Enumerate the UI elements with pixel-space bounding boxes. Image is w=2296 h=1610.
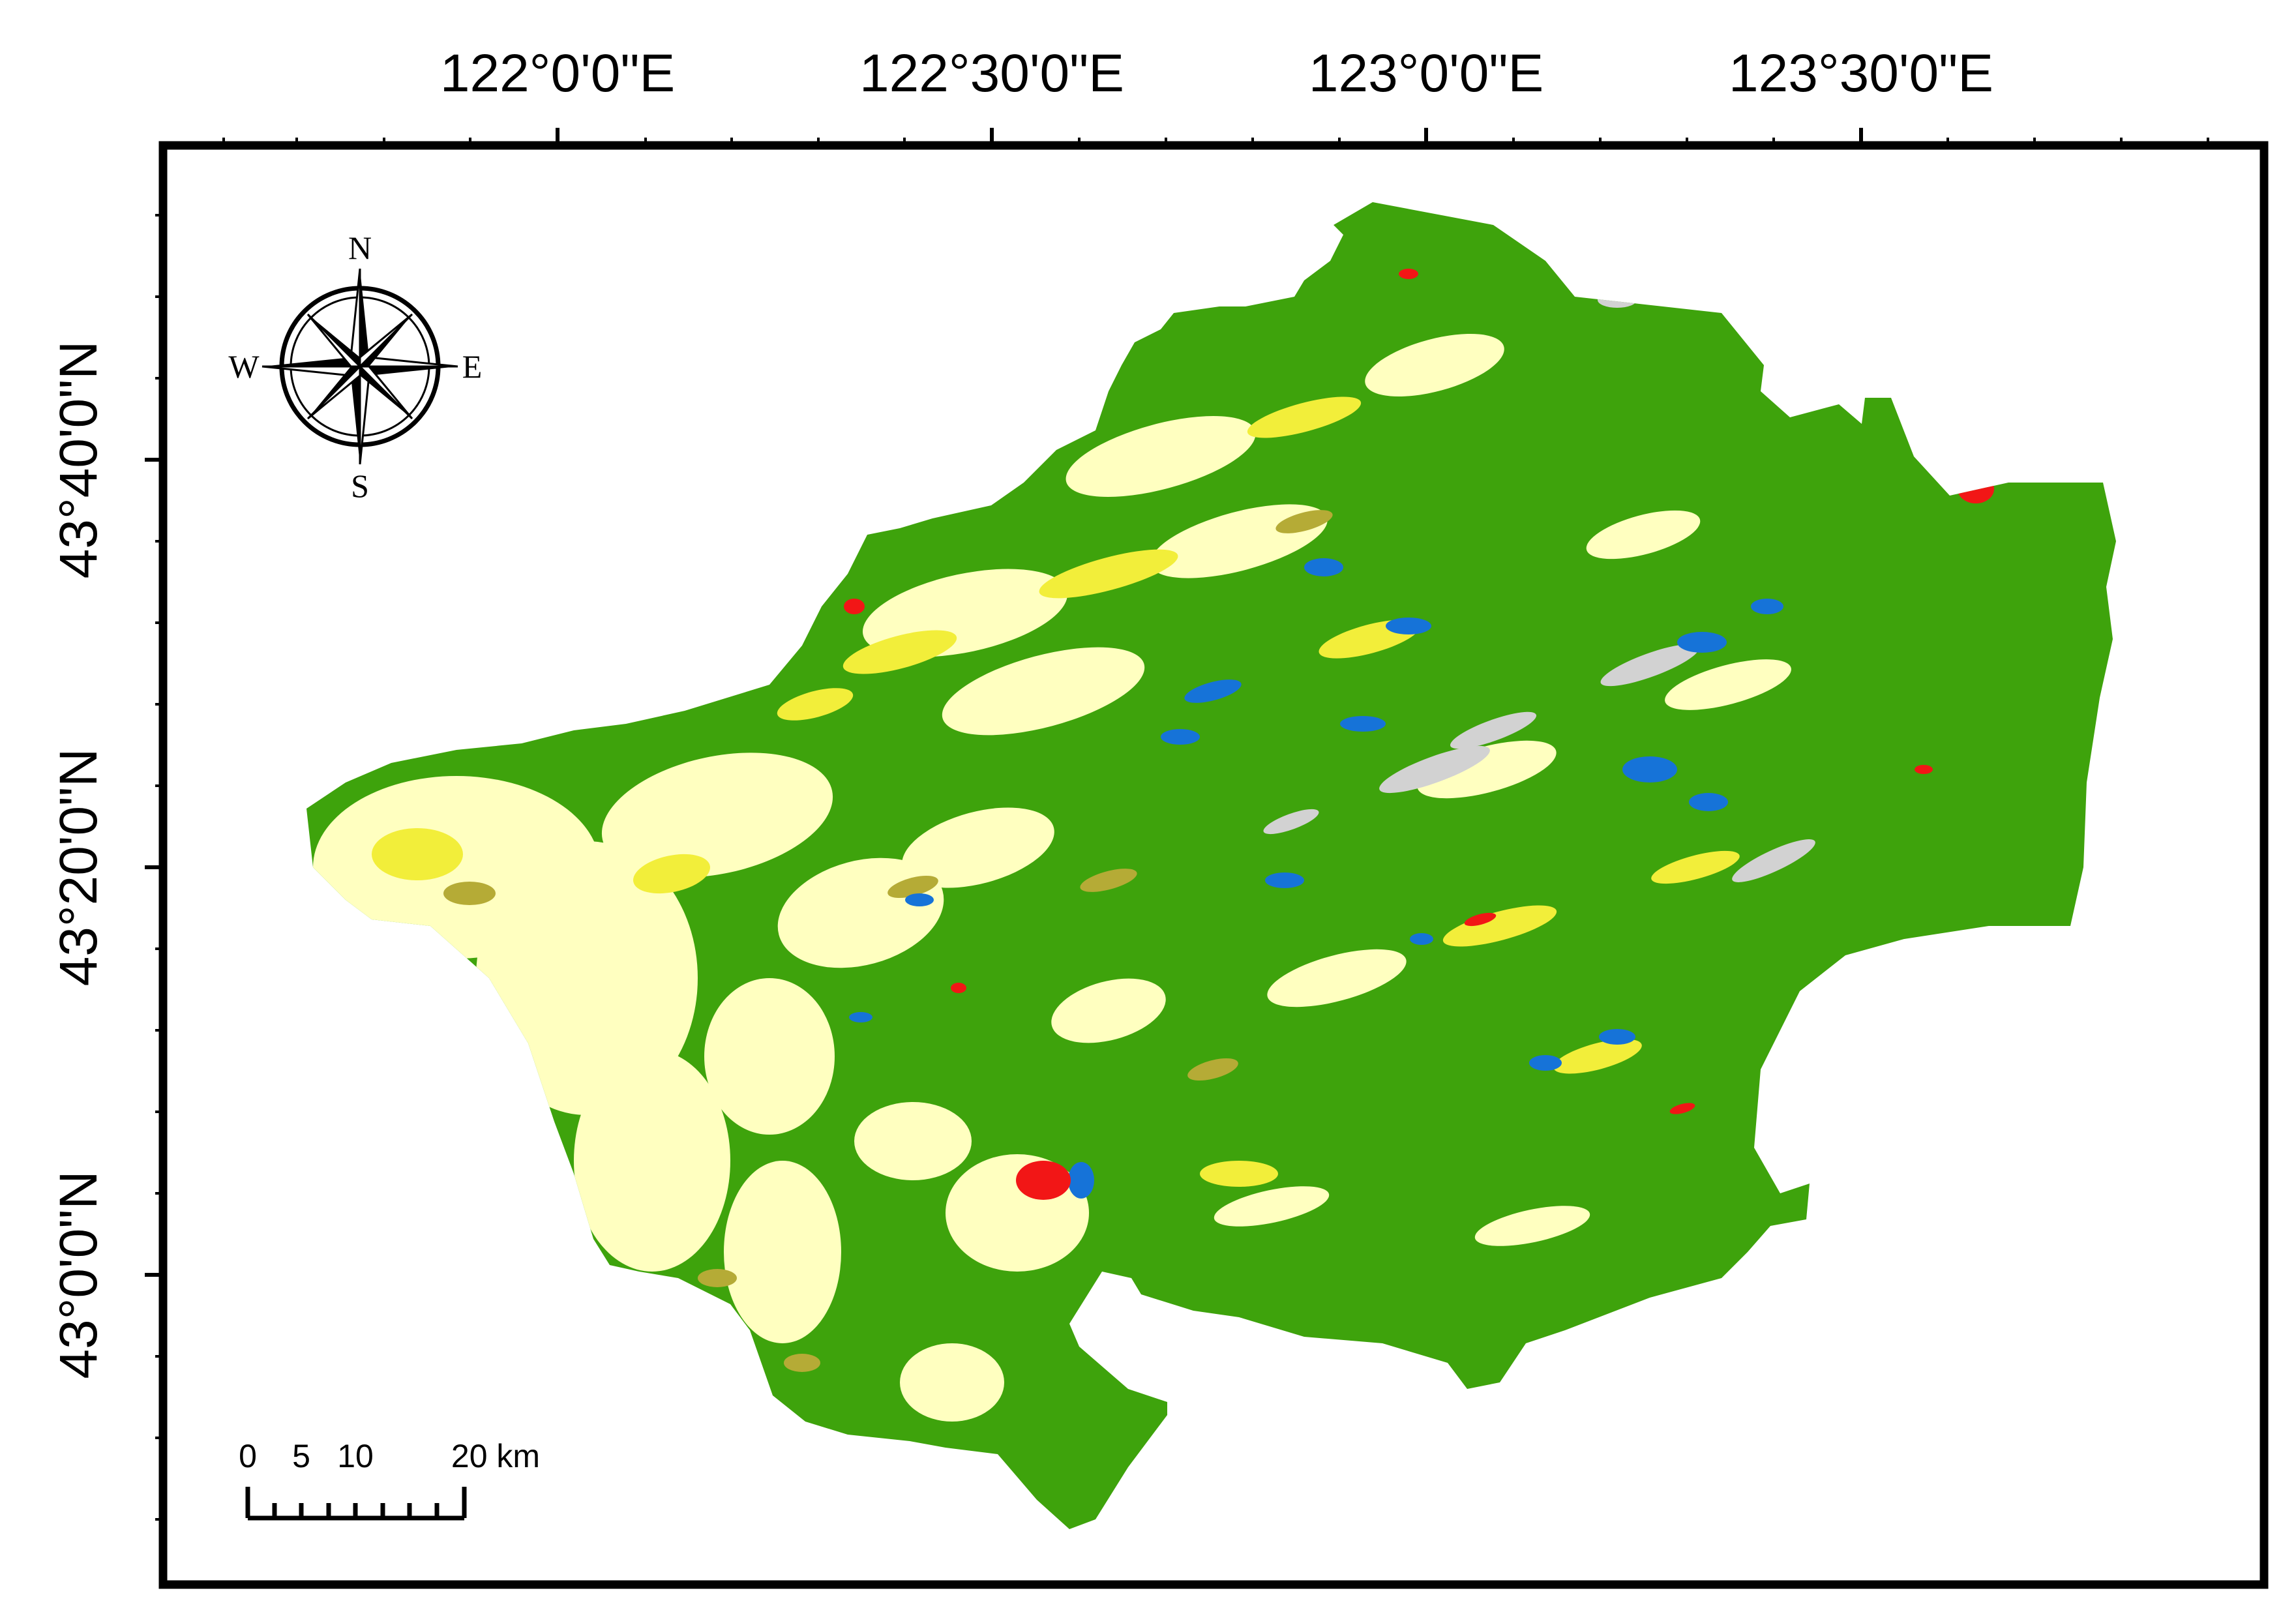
longitude-label: 122°30'0"E [859,44,1124,103]
map-frame [158,141,2269,1589]
top-major-ticks [556,128,1863,145]
longitude-label: 123°0'0"E [1309,44,1543,103]
scale-label: 10 [337,1438,374,1474]
longitude-label: 122°0'0"E [440,44,675,103]
scale-label: 5 [292,1438,310,1474]
water-bodies [849,558,1783,1199]
top-tick-marks [222,138,2209,145]
latitude-label: 43°40'0"N [49,341,108,579]
cropland-light-patches [313,334,1791,1422]
left-major-ticks [145,458,163,1277]
scale-bar: 0 5 10 20 km [239,1438,540,1521]
land-cover-patches [313,269,1994,1422]
sparse-olive-patches [443,510,1333,1372]
compass-rose: N S E W [228,230,482,504]
compass-south-label: S [351,468,369,504]
scale-label: 20 km [451,1438,540,1474]
left-tick-marks [155,214,163,1521]
latitude-label: 43°20'0"N [49,749,108,987]
compass-star [261,268,458,465]
cropland-yellow-patches [372,396,1740,1187]
latitude-label: 43°0'0"N [49,1170,108,1379]
compass-east-label: E [462,348,483,385]
compass-north-label: N [348,230,372,266]
scale-label: 0 [239,1438,257,1474]
longitude-label: 123°30'0"E [1729,44,1993,103]
compass-west-label: W [228,348,260,385]
